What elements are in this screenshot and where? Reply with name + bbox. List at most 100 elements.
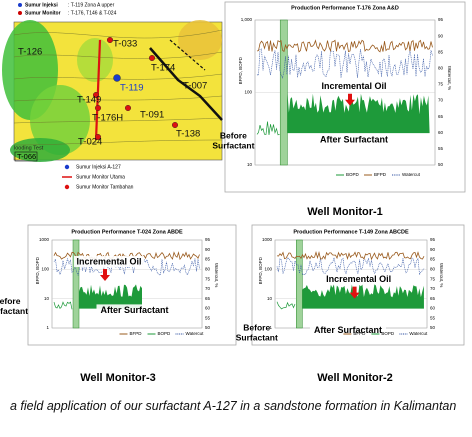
y2-axis-label: Watercut, %: [214, 263, 219, 287]
oil-area: [302, 284, 424, 309]
well-label: T-033: [113, 39, 137, 50]
y2-tick-label: 85: [205, 257, 211, 262]
figure-caption: a field application of our surfactant A-…: [10, 399, 457, 413]
y-tick-label: 1000: [262, 237, 273, 242]
legend-label: BFPD: [130, 331, 143, 336]
y2-tick-label: 70: [438, 98, 444, 103]
incremental-arrow: [345, 93, 355, 106]
y2-tick-label: 80: [438, 66, 444, 71]
legend-label: BFPD: [353, 331, 366, 336]
after-label: After Surfactant: [314, 325, 382, 335]
y2-tick-label: 80: [205, 267, 211, 272]
incremental-label: Incremental Oil: [326, 274, 391, 284]
well-dot: [113, 74, 121, 82]
map-zone: [10, 138, 70, 162]
legend-label: Sumur Injeksi: [25, 2, 58, 8]
y-tick-label: 1,000: [241, 17, 253, 22]
figure: Sumur Injeksi : T-119 Zona A upper Sumur M…: [0, 1, 466, 384]
legend-label: Sumur Injeksi A-127: [76, 164, 121, 170]
bopd-line: [276, 301, 296, 310]
legend-label: Sumur Monitor Utama: [76, 174, 125, 180]
y2-tick-label: 55: [205, 315, 211, 320]
y-tick-label: 1: [46, 325, 49, 330]
annotation-bg: [96, 304, 173, 316]
bopd-line: [53, 301, 73, 310]
well-label: T-174: [151, 63, 175, 74]
chart-caption: Well Monitor-1: [307, 206, 383, 218]
chart-caption: Well Monitor-2: [317, 372, 393, 384]
y2-tick-label: 75: [430, 276, 436, 281]
y2-tick-label: 95: [430, 237, 436, 242]
contour-line: [13, 139, 223, 146]
legend-desc: : T-176, T146 & T-024: [68, 10, 117, 16]
y-tick-label: 1: [269, 325, 272, 330]
y2-tick-label: 90: [430, 247, 436, 252]
y2-tick-label: 65: [438, 114, 444, 119]
y-tick-label: 100: [41, 267, 49, 272]
before-label: Surfactant: [0, 306, 28, 316]
well-label: T-007: [183, 81, 207, 92]
legend-symbol: [18, 3, 22, 7]
legend-label: Watercut: [186, 331, 205, 336]
y-tick-label: 100: [244, 90, 252, 95]
chart-title: Production Performance T-024 Zona ABDE: [71, 229, 183, 235]
contour-line: [13, 29, 223, 39]
annotation-bg: [74, 256, 144, 267]
watercut-line: [276, 257, 425, 276]
oil-area: [287, 92, 430, 134]
y2-tick-label: 80: [430, 267, 436, 272]
y2-tick-label: 65: [205, 296, 211, 301]
bfpd-line: [256, 39, 433, 53]
fault-line: [169, 39, 206, 71]
before-label: Surfactant: [236, 332, 278, 342]
y2-tick-label: 60: [430, 306, 436, 311]
legend-symbol: [64, 164, 70, 170]
bfpd-line: [276, 250, 425, 261]
map-zone: [178, 20, 222, 60]
y2-tick-label: 75: [438, 82, 444, 87]
test-well: T-066: [17, 152, 36, 161]
annotation-bg: [316, 134, 392, 146]
surfactant-band: [72, 239, 80, 329]
y-tick-label: 100: [264, 267, 272, 272]
before-label: Before: [243, 322, 270, 332]
y2-tick-label: 85: [438, 49, 444, 54]
incremental-arrow: [349, 286, 360, 299]
legend-desc: : T-119 Zona A upper: [68, 2, 115, 8]
well-dot: [124, 104, 131, 111]
chart-title: Production Performance T-176 Zona A&D: [291, 5, 399, 11]
test-label: looding Test: [14, 145, 44, 151]
well-label: T-024: [78, 137, 102, 148]
legend-symbol: [18, 11, 22, 15]
y2-tick-label: 90: [205, 247, 211, 252]
well-label: T-119: [120, 83, 144, 94]
y2-tick-label: 70: [430, 286, 436, 291]
after-label: After Surfactant: [320, 135, 388, 145]
well-dot: [106, 37, 113, 44]
y-tick-label: 10: [267, 296, 273, 301]
well-label: T-149: [77, 95, 101, 106]
y2-tick-label: 50: [430, 325, 436, 330]
y-axis-label: BFPD, BOPD: [258, 256, 263, 284]
well-dot: [92, 91, 99, 98]
legend-label: Watercut: [402, 172, 421, 177]
y2-tick-label: 65: [430, 296, 436, 301]
y-axis-label: BFPD, BOPD: [238, 56, 243, 84]
legend-label: BFPD: [374, 172, 387, 177]
y-tick-label: 1000: [39, 237, 50, 242]
fault-line: [149, 47, 223, 121]
contour-line: [13, 95, 223, 102]
incremental-label: Incremental Oil: [321, 81, 386, 91]
watercut-line: [53, 257, 200, 277]
contour-line: [13, 117, 223, 124]
map-zone: [77, 38, 113, 82]
incremental-arrow: [100, 269, 110, 281]
y-tick-label: 10: [44, 296, 50, 301]
y-axis-label: BFPD, BOPD: [35, 256, 40, 284]
well-label: T-138: [176, 129, 200, 140]
y2-tick-label: 75: [205, 276, 211, 281]
y2-tick-label: 60: [438, 130, 444, 135]
chart-caption: Well Monitor-3: [80, 372, 156, 384]
well-label: T-091: [140, 110, 164, 121]
